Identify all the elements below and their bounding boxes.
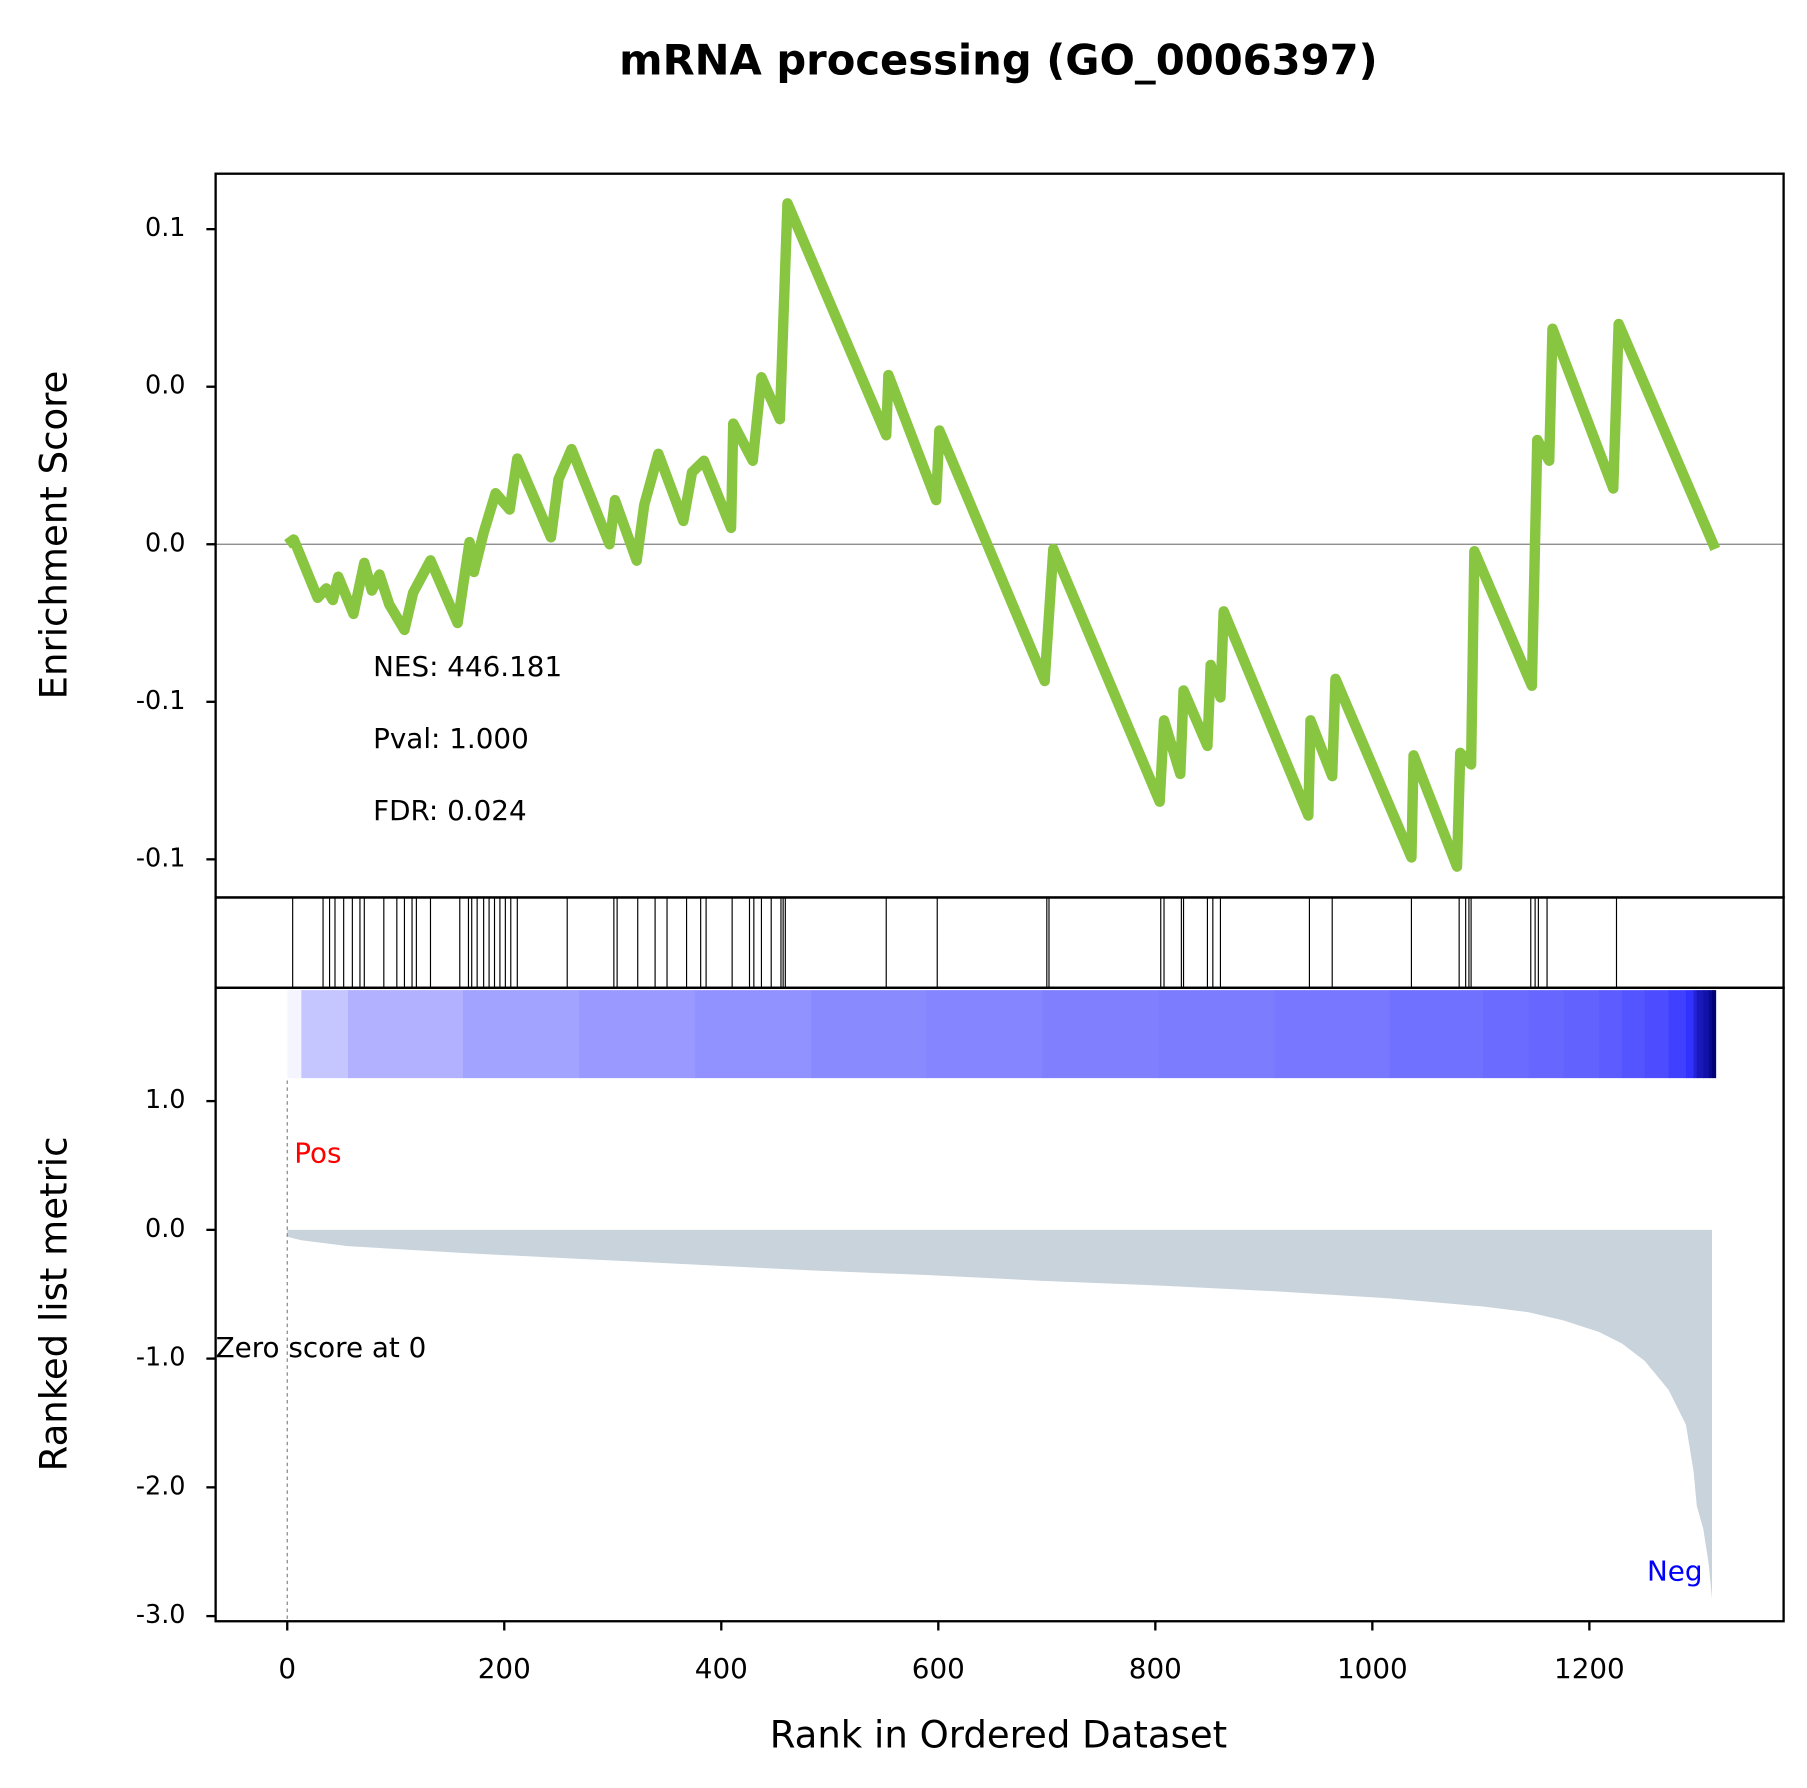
pos-label: Pos	[294, 1137, 341, 1170]
colorbar-cell	[348, 990, 464, 1079]
x-tick-label: 200	[478, 1652, 531, 1685]
colorbar-cell	[1563, 990, 1600, 1079]
colorbar-cell	[811, 990, 928, 1079]
annotation: FDR: 0.024	[373, 794, 527, 827]
y-tick-label: 0.0	[145, 371, 186, 401]
y-tick-label: 1.0	[145, 1085, 186, 1115]
colorbar-cell	[1644, 990, 1670, 1079]
x-tick-label: 400	[695, 1652, 748, 1685]
y-tick-label: 0.1	[145, 213, 186, 243]
colorbar-cell	[1483, 990, 1530, 1079]
colorbar-cell	[1389, 990, 1484, 1079]
colorbar-cell	[463, 990, 580, 1079]
y-tick-label: -0.1	[136, 843, 186, 873]
colorbar-cell	[1703, 990, 1710, 1079]
colorbar-cell	[1274, 990, 1391, 1079]
x-axis-title: Rank in Ordered Dataset	[770, 1714, 1228, 1757]
x-tick-label: 0	[278, 1652, 296, 1685]
neg-label: Neg	[1647, 1555, 1703, 1588]
colorbar-cell	[579, 990, 696, 1079]
y-tick-label: -2.0	[136, 1471, 186, 1501]
colorbar-cell	[1621, 990, 1646, 1079]
colorbar-cell	[1042, 990, 1160, 1079]
x-tick-label: 600	[912, 1652, 965, 1685]
y-axis-title: Ranked list metric	[32, 1137, 75, 1472]
colorbar-cell	[1696, 990, 1705, 1079]
x-tick-label: 1200	[1554, 1652, 1625, 1685]
annotation: NES: 446.181	[373, 650, 562, 683]
frame	[214, 986, 1785, 1623]
metric-area	[287, 1229, 1712, 1599]
chart-title: mRNA processing (GO_0006397)	[619, 36, 1378, 85]
x-tick-label: 800	[1129, 1652, 1182, 1685]
colorbar-cell	[1599, 990, 1623, 1079]
y-tick-label: -1.0	[136, 1343, 186, 1373]
colorbar-cell	[1685, 990, 1695, 1079]
colorbar-cell	[1528, 990, 1565, 1079]
colorbar-cell	[1708, 990, 1713, 1079]
colorbar-cell	[1668, 990, 1687, 1079]
colorbar-cell	[1158, 990, 1276, 1079]
annotation: Pval: 1.000	[373, 722, 529, 755]
zero-label: Zero score at 0	[216, 1331, 427, 1364]
colorbar-cell	[926, 990, 1044, 1079]
colorbar-cell	[287, 990, 303, 1079]
y-tick-label: -0.1	[136, 686, 186, 716]
y-tick-label: 0.0	[145, 1214, 186, 1244]
colorbar-cell	[1711, 990, 1717, 1079]
enrichment-line	[284, 198, 1721, 872]
colorbar-cell	[301, 990, 349, 1079]
y-tick-label: 0.0	[145, 528, 186, 558]
x-tick-label: 1000	[1337, 1652, 1408, 1685]
colorbar-cell	[695, 990, 813, 1079]
y-tick-label: -3.0	[136, 1600, 186, 1630]
colorbar-cell	[1693, 990, 1698, 1079]
y-axis-title: Enrichment Score	[32, 371, 75, 700]
